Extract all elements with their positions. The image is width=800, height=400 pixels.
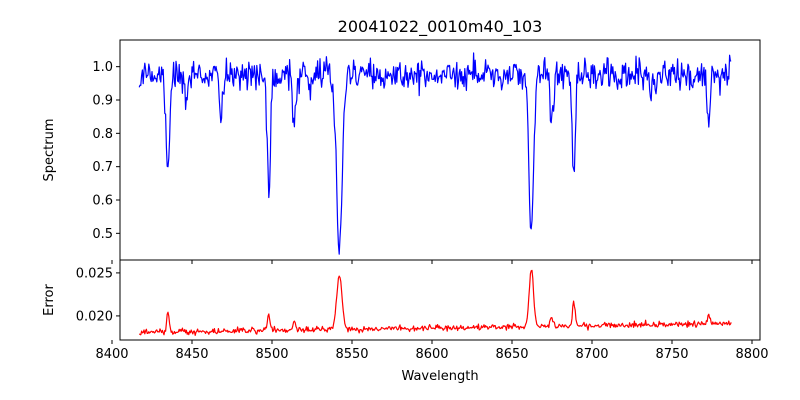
x-axis-label: Wavelength — [401, 369, 478, 384]
x-tick-label: 8500 — [255, 347, 288, 362]
error-ylabel: Error — [42, 284, 57, 316]
spectrum-ytick-label: 0.5 — [92, 227, 113, 242]
spectrum-ylabel: Spectrum — [42, 119, 57, 182]
spectrum-series-line — [138, 52, 732, 255]
error-ytick-label: 0.020 — [76, 309, 113, 324]
chart-title: 20041022_0010m40_103 — [338, 17, 543, 37]
error-series-line — [138, 269, 732, 336]
spectrum-ytick-label: 0.9 — [92, 94, 113, 109]
x-tick-label: 8450 — [175, 347, 208, 362]
x-tick-label: 8750 — [655, 347, 688, 362]
spectrum-ytick-label: 0.6 — [92, 194, 113, 209]
error-ytick-label: 0.025 — [76, 266, 113, 281]
error-panel: 0.020 0.025 Error — [42, 259, 761, 341]
error-axes-frame — [119, 259, 761, 341]
x-tick-label: 8650 — [495, 347, 528, 362]
spectrum-panel: 0.5 0.6 0.7 0.8 0.9 1.0 Spectrum — [42, 39, 761, 261]
x-tick-label: 8700 — [575, 347, 608, 362]
x-tick-label: 8800 — [735, 347, 768, 362]
spectrum-ytick-label: 0.8 — [92, 127, 113, 142]
x-tick-label: 8600 — [415, 347, 448, 362]
spectrum-ytick-label: 1.0 — [92, 60, 113, 75]
x-tick-label: 8400 — [95, 347, 128, 362]
spectrum-ytick-label: 0.7 — [92, 160, 113, 175]
x-tick-label: 8550 — [335, 347, 368, 362]
